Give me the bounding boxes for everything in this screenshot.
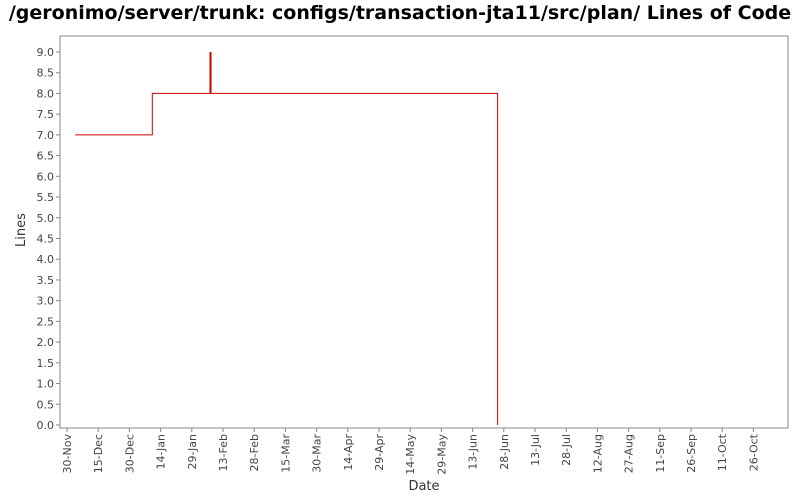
x-tick-label: 29-Jan: [186, 434, 199, 470]
x-tick-label: 27-Aug: [623, 434, 636, 473]
y-tick-label: 7.5: [37, 108, 55, 121]
x-tick-label: 15-Mar: [279, 434, 292, 473]
x-tick-label: 30-Dec: [123, 434, 136, 473]
y-tick-label: 6.5: [37, 150, 55, 163]
x-tick-label: 15-Dec: [92, 434, 105, 473]
y-tick-label: 3.5: [37, 274, 55, 287]
y-tick-label: 2.5: [37, 315, 55, 328]
x-tick-label: 11-Oct: [716, 433, 729, 471]
x-axis: 30-Nov 15-Dec 30-Dec 14-Jan 29-Jan 13-Feb 28-F…: [61, 428, 760, 475]
y-tick-label: 4.0: [37, 253, 55, 266]
series-layer: [75, 51, 499, 426]
x-tick-label: 28-Jul: [560, 434, 573, 466]
y-axis-label: Lines: [14, 213, 29, 247]
x-tick-label: 30-Mar: [311, 434, 324, 473]
y-tick-label: 4.5: [37, 233, 55, 246]
chart-title: /geronimo/server/trunk: configs/transact…: [8, 2, 792, 24]
y-tick-label: 0.5: [37, 398, 55, 411]
x-tick-label: 12-Aug: [591, 434, 604, 473]
x-tick-label: 29-May: [435, 434, 448, 475]
x-tick-label: 26-Oct: [747, 433, 760, 471]
y-tick-label: 9.0: [37, 46, 55, 59]
y-tick-label: 5.0: [37, 212, 55, 225]
y-tick-label: 1.5: [37, 357, 55, 370]
x-axis-label: Date: [408, 479, 439, 494]
y-tick-label: 0.0: [37, 419, 55, 432]
x-tick-label: 13-Jun: [467, 434, 480, 470]
x-tick-label: 14-Jan: [155, 434, 168, 470]
x-tick-label: 30-Nov: [61, 434, 74, 474]
y-tick-label: 3.0: [37, 295, 55, 308]
plot-area: [59, 35, 789, 429]
x-tick-label: 11-Sep: [654, 434, 667, 473]
y-tick-label: 2.0: [37, 336, 55, 349]
x-tick-label: 28-Jun: [498, 434, 511, 470]
y-tick-label: 8.5: [37, 67, 55, 80]
y-axis: 0.0 0.5 1.0 1.5 2.0 2.5 3.0 3.5 4.0 4.5 5.0 5.5 6.0 6…: [37, 46, 60, 432]
y-tick-label: 8.0: [37, 87, 55, 100]
y-tick-label: 1.0: [37, 378, 55, 391]
x-tick-label: 13-Jul: [529, 434, 542, 466]
y-tick-label: 6.0: [37, 170, 55, 183]
x-tick-label: 26-Sep: [685, 434, 698, 473]
x-tick-label: 14-May: [404, 434, 417, 475]
x-tick-label: 28-Feb: [248, 434, 261, 471]
x-tick-label: 29-Apr: [373, 434, 386, 471]
x-tick-label: 13-Feb: [217, 434, 230, 471]
x-tick-label: 14-Apr: [342, 434, 355, 471]
y-tick-label: 7.0: [37, 129, 55, 142]
y-tick-label: 5.5: [37, 191, 55, 204]
